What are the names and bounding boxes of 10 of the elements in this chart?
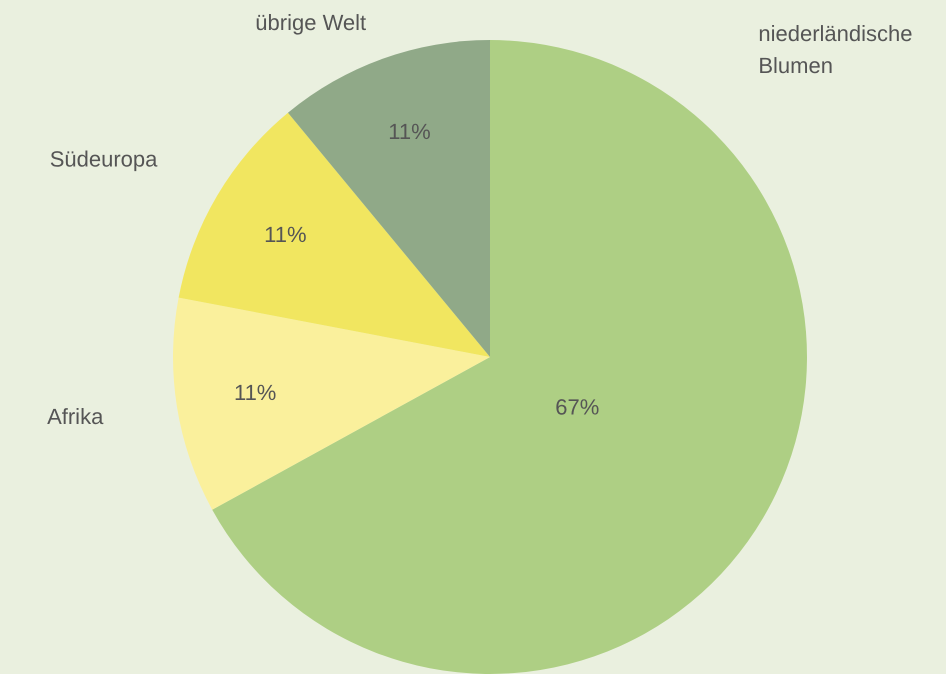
pie-slice xyxy=(173,298,490,510)
data-label: 67% xyxy=(555,394,600,420)
slice-label: niederländische Blumen xyxy=(758,20,912,78)
pie-slice xyxy=(178,112,490,357)
data-label: 11% xyxy=(264,222,307,247)
slice-label: Südeuropa xyxy=(50,146,158,172)
slice-label: übrige Welt xyxy=(255,10,366,35)
data-label: 11% xyxy=(234,380,276,406)
slice-label: Afrika xyxy=(47,404,104,430)
data-label: 11% xyxy=(388,119,431,144)
